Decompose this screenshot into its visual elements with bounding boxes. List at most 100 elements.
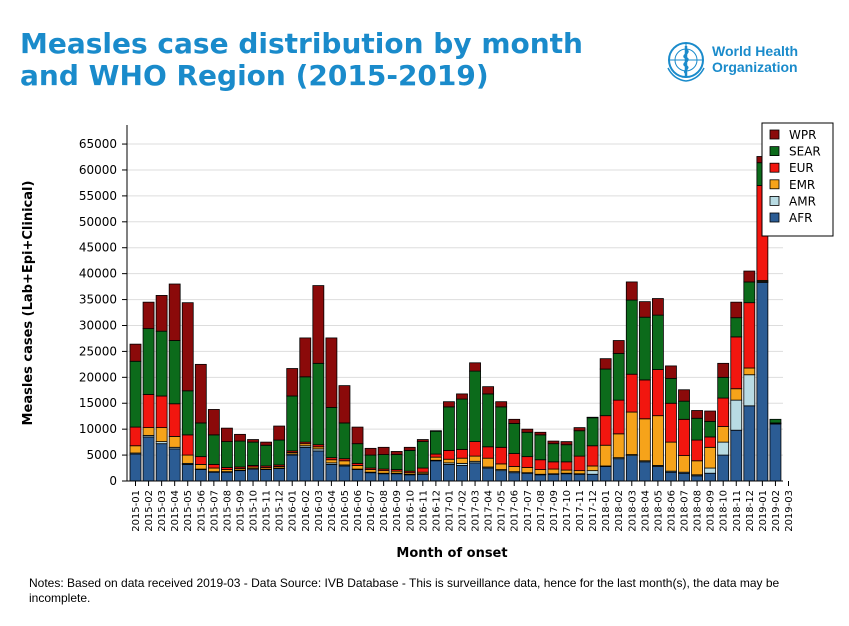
- bar-afr-2016-08: [377, 473, 390, 482]
- bar-wpr-2018-12: [743, 270, 756, 283]
- bar-sear-2018-12: [743, 281, 756, 304]
- bar-sear-2017-10: [560, 444, 573, 463]
- bar-wpr-2018-03: [625, 281, 638, 301]
- bar-sear-2015-08: [221, 441, 233, 468]
- bar-eur-2017-03: [469, 441, 481, 457]
- x-tick-label: 2015-03: [157, 490, 168, 532]
- bar-sear-2017-05: [495, 406, 508, 448]
- bar-afr-2017-11: [573, 473, 586, 482]
- bar-eur-2018-08: [691, 439, 703, 462]
- bar-afr-2018-03: [625, 455, 638, 482]
- bar-sear-2016-03: [312, 362, 325, 446]
- bar-emr-2017-04: [482, 457, 495, 468]
- x-tick-label: 2017-01: [444, 490, 455, 532]
- x-tick-label: 2017-11: [575, 490, 586, 532]
- bar-emr-2015-06: [194, 464, 207, 470]
- legend: WPR SEAR EUR EMR AMR AFR: [761, 122, 834, 237]
- bar-wpr-2018-10: [717, 362, 730, 378]
- bar-sear-2017-11: [573, 430, 586, 457]
- bar-afr-2015-12: [273, 468, 286, 482]
- legend-swatch-afr: [769, 212, 780, 223]
- x-tick-label: 2017-08: [536, 490, 547, 532]
- bar-sear-2016-05: [338, 422, 351, 460]
- bar-afr-2017-05: [495, 470, 508, 482]
- x-tick-label: 2016-11: [418, 490, 429, 532]
- bar-sear-2016-09: [390, 454, 403, 470]
- legend-label-emr: EMR: [789, 178, 815, 192]
- x-tick-label: 2016-10: [405, 490, 416, 532]
- bar-sear-2017-01: [443, 406, 455, 451]
- bar-wpr-2018-09: [704, 410, 717, 422]
- bar-afr-2017-08: [534, 474, 547, 482]
- bar-sear-2015-01: [129, 360, 142, 428]
- bar-sear-2015-07: [207, 434, 220, 465]
- bar-emr-2018-05: [652, 415, 664, 466]
- x-tick-label: 2016-03: [314, 490, 325, 532]
- bar-wpr-2017-09: [547, 440, 560, 445]
- bar-wpr-2017-05: [495, 401, 508, 408]
- bar-eur-2018-07: [678, 418, 690, 456]
- bar-sear-2016-07: [364, 454, 377, 469]
- bar-afr-2017-04: [482, 467, 495, 482]
- x-tick-label: 2017-10: [562, 490, 573, 532]
- bar-eur-2018-09: [704, 436, 717, 448]
- bar-wpr-2018-11: [730, 301, 743, 319]
- bar-afr-2017-10: [560, 473, 573, 482]
- legend-swatch-emr: [769, 179, 780, 190]
- bar-afr-2018-05: [652, 466, 664, 482]
- x-tick-label: 2015-11: [262, 490, 273, 532]
- bar-afr-2015-10: [247, 468, 259, 482]
- bar-wpr-2016-04: [325, 337, 338, 408]
- bar-eur-2015-04: [168, 403, 181, 437]
- y-tick-label: 30000: [79, 318, 117, 332]
- bar-emr-2017-12: [586, 465, 599, 472]
- bar-afr-2015-08: [221, 471, 233, 482]
- bar-eur-2015-06: [194, 456, 207, 465]
- bar-eur-2018-04: [638, 379, 651, 420]
- bar-wpr-2017-10: [560, 441, 573, 446]
- bar-sear-2015-02: [142, 328, 155, 395]
- x-tick-label: 2019-01: [758, 490, 769, 532]
- bar-sear-2016-11: [416, 441, 429, 469]
- bar-eur-2017-11: [573, 455, 586, 472]
- bar-sear-2018-10: [717, 376, 730, 399]
- bar-afr-2016-05: [338, 465, 351, 482]
- x-tick-label: 2019-03: [784, 490, 795, 532]
- bar-amr-2018-09: [704, 467, 717, 474]
- bar-afr-2017-01: [443, 464, 455, 482]
- bar-sear-2015-04: [168, 340, 181, 405]
- bar-eur-2017-06: [508, 453, 521, 467]
- y-tick-label: 5000: [86, 448, 117, 462]
- bar-emr-2015-07: [207, 467, 220, 473]
- bar-sear-2015-06: [194, 422, 207, 458]
- bar-emr-2018-01: [599, 444, 612, 467]
- y-tick-label: 45000: [79, 241, 117, 255]
- bar-eur-2018-06: [665, 402, 677, 443]
- bar-emr-2015-05: [181, 454, 194, 464]
- x-tick-label: 2017-07: [523, 490, 534, 532]
- bar-wpr-2018-01: [599, 358, 612, 370]
- bar-emr-2017-10: [560, 469, 573, 474]
- x-tick-label: 2018-12: [745, 490, 756, 532]
- x-tick-label: 2016-04: [327, 490, 338, 532]
- bar-eur-2018-02: [612, 399, 625, 435]
- bar-afr-2017-07: [521, 472, 534, 482]
- x-tick-label: 2018-11: [732, 490, 743, 532]
- bar-wpr-2016-02: [299, 337, 312, 378]
- x-tick-label: 2018-05: [653, 490, 664, 532]
- bar-wpr-2015-07: [207, 409, 220, 436]
- bar-emr-2018-12: [743, 367, 756, 376]
- bar-afr-2016-07: [364, 472, 377, 482]
- bar-afr-2018-10: [717, 454, 730, 482]
- bar-wpr-2017-04: [482, 386, 495, 395]
- x-tick-label: 2016-08: [379, 490, 390, 532]
- bar-afr-2017-03: [469, 462, 481, 482]
- bar-wpr-2017-07: [521, 428, 534, 433]
- bar-amr-2017-12: [586, 470, 599, 475]
- x-tick-label: 2018-08: [693, 490, 704, 532]
- bar-sear-2015-05: [181, 390, 194, 436]
- bar-emr-2016-05: [338, 460, 351, 466]
- bar-wpr-2017-02: [456, 393, 468, 400]
- who-logo: World Health Organization: [664, 38, 804, 82]
- x-tick-label: 2015-04: [170, 490, 181, 532]
